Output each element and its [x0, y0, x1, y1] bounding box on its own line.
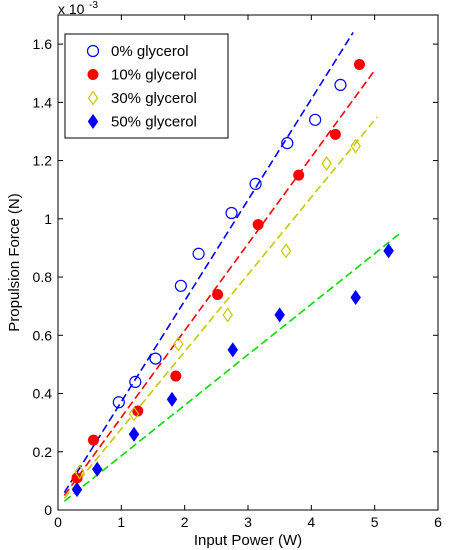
data-point-0pct-glycerol: [281, 137, 294, 150]
data-point-10pct-glycerol: [87, 434, 99, 446]
x-tick-label: 1: [117, 514, 125, 530]
data-point-30pct-glycerol: [128, 406, 140, 422]
y-tick-label: 0.8: [33, 269, 53, 285]
axis-ticks: 0 1 2 3 4 5 6 0 0.2 0.4 0.6 0.8 1 1.2 1.4 1.6: [33, 15, 442, 530]
legend-marker-30pct-glycerol: [87, 90, 99, 106]
data-point-0pct-glycerol: [112, 396, 125, 409]
x-tick-label: 6: [434, 514, 442, 530]
x-axis-label: Input Power (W): [194, 532, 302, 549]
legend-marker-0pct-glycerol: [86, 44, 100, 58]
data-point-30pct-glycerol: [321, 155, 332, 172]
y-tick-label: 0.6: [33, 327, 53, 343]
data-point-0pct-glycerol: [192, 247, 205, 260]
data-point-50pct-glycerol: [128, 426, 140, 442]
x-tick-label: 2: [181, 514, 189, 530]
fit-line-10pct-glycerol: [63, 69, 376, 496]
data-point-0pct-glycerol: [334, 78, 347, 91]
data-point-50pct-glycerol: [350, 289, 361, 305]
legend: 0% glycerol 10% glycerol 30% glycerol 50% g…: [64, 33, 229, 139]
data-point-50pct-glycerol: [383, 243, 394, 259]
data-point-50pct-glycerol: [71, 482, 83, 498]
data-point-50pct-glycerol: [166, 391, 178, 407]
data-point-0pct-glycerol: [129, 375, 142, 388]
data-point-0pct-glycerol: [174, 279, 187, 292]
y-tick-label: 1.6: [33, 36, 53, 52]
data-point-30pct-glycerol: [173, 336, 184, 352]
x-tick-label: 3: [244, 514, 252, 530]
data-point-10pct-glycerol: [252, 219, 264, 231]
data-point-0pct-glycerol: [225, 206, 238, 220]
y-axis-label: Propulsion Force (N): [6, 193, 23, 331]
legend-label-0pct-glycerol: 0% glycerol: [111, 43, 189, 60]
data-point-10pct-glycerol: [212, 289, 224, 301]
y-exponent-base: x 10: [58, 1, 85, 17]
data-markers: [71, 59, 394, 498]
series-10pct-glycerol: [71, 59, 365, 484]
data-point-30pct-glycerol: [222, 307, 233, 323]
data-point-10pct-glycerol: [353, 59, 365, 70]
data-point-50pct-glycerol: [92, 461, 103, 477]
x-tick-label: 5: [371, 514, 379, 530]
y-tick-label: 0.4: [33, 386, 53, 402]
fit-line-30pct-glycerol: [63, 116, 378, 499]
legend-label-50pct-glycerol: 50% glycerol: [111, 114, 197, 131]
fit-lines: [63, 32, 401, 502]
y-tick-label: 1.4: [33, 94, 53, 110]
y-tick-label: 1: [44, 211, 52, 227]
data-point-30pct-glycerol: [350, 138, 361, 154]
series-50pct-glycerol: [71, 243, 394, 498]
legend-label-10pct-glycerol: 10% glycerol: [111, 67, 197, 84]
legend-marker-10pct-glycerol: [87, 69, 99, 80]
data-point-0pct-glycerol: [309, 113, 322, 126]
data-point-50pct-glycerol: [227, 342, 239, 358]
y-exponent-power: -3: [89, 0, 98, 11]
data-point-0pct-glycerol: [149, 352, 162, 365]
data-point-10pct-glycerol: [329, 128, 341, 140]
series-30pct-glycerol: [74, 138, 361, 480]
fit-line-0pct-glycerol: [63, 32, 354, 493]
data-point-30pct-glycerol: [280, 243, 292, 259]
x-tick-label: 4: [307, 514, 315, 530]
y-tick-label: 1.2: [33, 153, 53, 169]
data-point-0pct-glycerol: [249, 177, 262, 190]
data-point-10pct-glycerol: [170, 370, 182, 382]
series-0pct-glycerol: [112, 78, 347, 409]
data-point-30pct-glycerol: [74, 464, 85, 480]
x-tick-label: 0: [54, 514, 62, 530]
legend-marker-50pct-glycerol: [87, 113, 99, 130]
y-tick-label: 0: [44, 502, 52, 518]
legend-label-30pct-glycerol: 30% glycerol: [111, 90, 197, 107]
data-point-10pct-glycerol: [293, 169, 305, 181]
data-point-50pct-glycerol: [274, 307, 285, 323]
y-tick-label: 0.2: [33, 444, 53, 460]
